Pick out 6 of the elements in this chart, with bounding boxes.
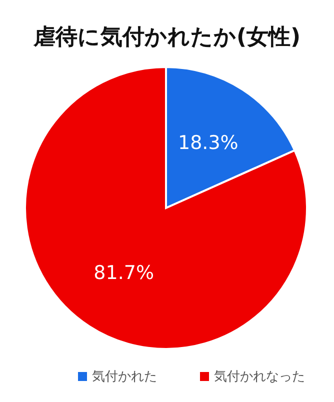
pie-slice	[24, 66, 308, 350]
chart-title: 虐待に気付かれたか(女性)	[32, 25, 301, 50]
data-label: 81.7%	[94, 262, 154, 284]
legend-label: 気付かれなった	[214, 370, 305, 384]
data-label: 18.3%	[178, 132, 238, 154]
legend-label: 気付かれた	[92, 370, 157, 384]
